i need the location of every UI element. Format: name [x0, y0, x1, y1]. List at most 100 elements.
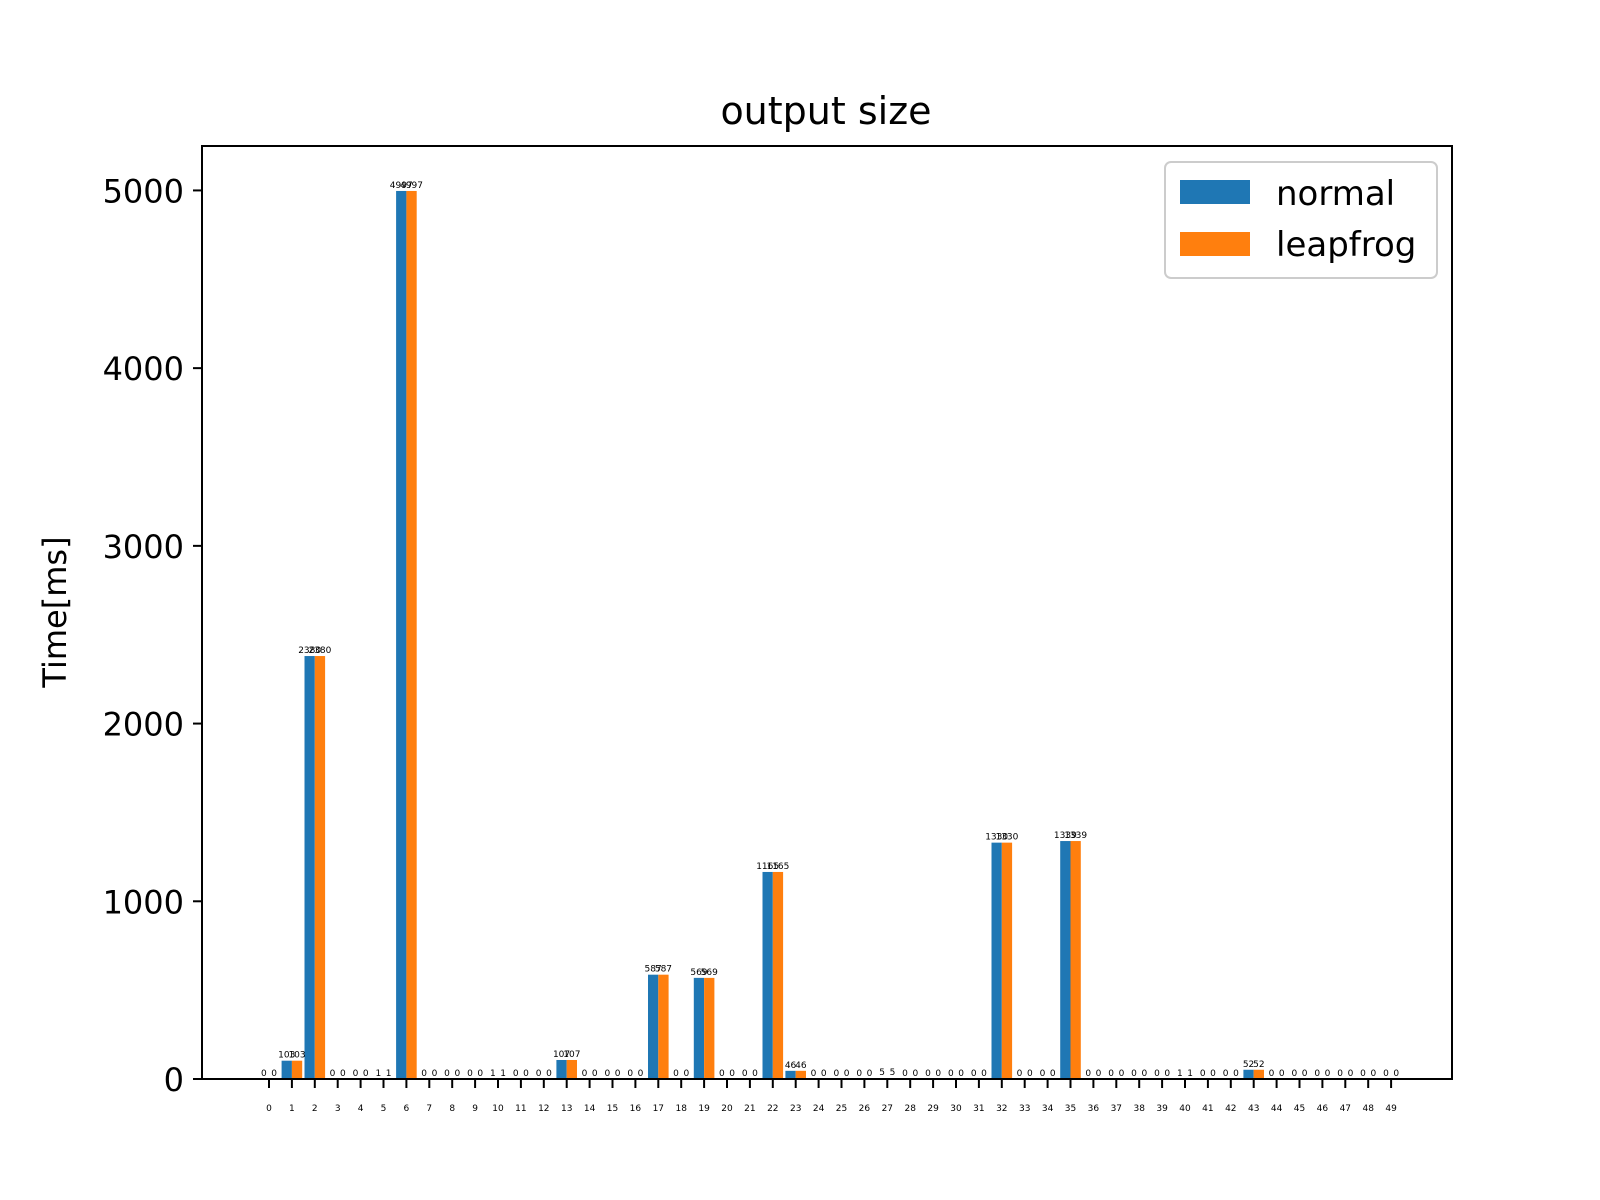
bar-value-label-normal: 5 [879, 1068, 885, 1078]
bar-value-label-normal: 0 [1360, 1069, 1366, 1079]
x-tick-label: 49 [1385, 1104, 1397, 1114]
bar-value-label-leapfrog: 1330 [995, 833, 1018, 843]
x-tick-label: 13 [561, 1104, 572, 1114]
x-tick-label: 47 [1340, 1104, 1351, 1114]
x-tick-label: 23 [790, 1104, 801, 1114]
bar-value-label-normal: 0 [833, 1069, 839, 1079]
bar-value-label-normal: 4997 [390, 181, 413, 191]
bar-value-label-normal: 0 [719, 1069, 725, 1079]
bar-leapfrog [1070, 841, 1081, 1079]
bar-value-label-normal: 0 [673, 1069, 679, 1079]
bar-value-label-leapfrog: 0 [1027, 1069, 1033, 1079]
bar-value-label-leapfrog: 0 [340, 1069, 346, 1079]
bar-value-label-normal: 1 [1177, 1069, 1183, 1079]
x-tick-label: 36 [1088, 1104, 1100, 1114]
x-tick-label: 1 [289, 1104, 295, 1114]
bar-value-label-leapfrog: 0 [1370, 1069, 1376, 1079]
x-tick-label: 18 [675, 1104, 687, 1114]
x-tick-label: 40 [1179, 1104, 1191, 1114]
bar-value-label-normal: 0 [444, 1069, 450, 1079]
x-tick-label: 8 [449, 1104, 455, 1114]
bar-value-label-leapfrog: 107 [563, 1050, 580, 1060]
x-tick-label: 46 [1317, 1104, 1329, 1114]
x-tick-label: 12 [538, 1104, 549, 1114]
bar-leapfrog [772, 871, 784, 1079]
bar-normal [1243, 1069, 1254, 1079]
bar-value-label-leapfrog: 0 [935, 1069, 941, 1079]
bar-normal [556, 1059, 567, 1079]
legend-label-normal: normal [1276, 174, 1395, 214]
bar-value-label-normal: 0 [1040, 1069, 1046, 1079]
bar-value-label-normal: 46 [785, 1061, 797, 1071]
bar-value-label-normal: 0 [1383, 1069, 1389, 1079]
bar-value-label-normal: 569 [690, 968, 707, 978]
bar-value-label-leapfrog: 0 [271, 1069, 277, 1079]
x-tick-label: 34 [1042, 1104, 1054, 1114]
x-tick-label: 14 [584, 1104, 596, 1114]
bar-value-label-normal: 52 [1243, 1060, 1254, 1070]
bar-value-label-leapfrog: 0 [1164, 1069, 1170, 1079]
bar-value-label-leapfrog: 1339 [1064, 831, 1087, 841]
x-tick-label: 26 [859, 1104, 871, 1114]
x-tick-label: 24 [813, 1104, 825, 1114]
bar-value-label-normal: 0 [811, 1069, 817, 1079]
bar-value-label-leapfrog: 0 [844, 1069, 850, 1079]
bar-value-label-normal: 0 [925, 1069, 931, 1079]
bar-value-label-leapfrog: 1165 [766, 862, 789, 872]
bar-value-label-normal: 0 [1200, 1069, 1206, 1079]
bar-value-label-normal: 0 [1154, 1069, 1160, 1079]
x-tick-label: 3 [335, 1104, 341, 1114]
bar-value-label-leapfrog: 5 [890, 1068, 896, 1078]
y-tick-label: 4000 [103, 350, 184, 388]
x-tick-label: 9 [472, 1104, 478, 1114]
bar-value-label-leapfrog: 0 [363, 1069, 369, 1079]
bar-value-label-normal: 0 [536, 1069, 542, 1079]
bar-value-label-normal: 0 [1108, 1069, 1114, 1079]
x-tick-label: 17 [653, 1104, 664, 1114]
x-tick-label: 48 [1362, 1104, 1374, 1114]
bar-value-label-leapfrog: 587 [655, 965, 672, 975]
bar-value-label-leapfrog: 2380 [308, 646, 331, 656]
bar-value-label-leapfrog: 0 [683, 1069, 689, 1079]
bar-normal [991, 842, 1002, 1079]
bar-value-label-leapfrog: 0 [454, 1069, 460, 1079]
bar-value-label-leapfrog: 0 [432, 1069, 438, 1079]
bar-value-label-leapfrog: 0 [477, 1069, 483, 1079]
bar-value-label-normal: 0 [421, 1069, 427, 1079]
bar-value-label-leapfrog: 0 [1096, 1069, 1102, 1079]
bar-value-label-leapfrog: 0 [523, 1069, 529, 1079]
y-tick-label: 1000 [103, 883, 184, 921]
bar-value-label-normal: 0 [261, 1069, 267, 1079]
bar-leapfrog [1253, 1069, 1264, 1079]
bar-normal [281, 1060, 292, 1079]
bar-normal [1060, 841, 1071, 1079]
bar-normal [396, 190, 407, 1079]
bar-value-label-leapfrog: 569 [701, 968, 718, 978]
bar-value-label-leapfrog: 0 [912, 1069, 918, 1079]
plot-frame [201, 145, 1453, 1080]
x-tick-label: 43 [1248, 1104, 1259, 1114]
x-tick-label: 22 [767, 1104, 778, 1114]
x-tick-label: 30 [950, 1104, 962, 1114]
bar-value-label-normal: 0 [582, 1069, 588, 1079]
x-tick-label: 29 [927, 1104, 939, 1114]
y-tick-label: 5000 [103, 172, 184, 210]
x-tick-label: 4 [358, 1104, 364, 1114]
x-tick-label: 28 [904, 1104, 916, 1114]
bar-value-label-leapfrog: 1 [500, 1069, 506, 1079]
x-tick-label: 37 [1111, 1104, 1122, 1114]
bar-value-label-leapfrog: 0 [867, 1069, 873, 1079]
x-tick-label: 44 [1271, 1104, 1283, 1114]
bar-value-label-normal: 0 [1223, 1069, 1229, 1079]
legend: normal leapfrog [1164, 161, 1438, 279]
bar-value-label-normal: 0 [1314, 1069, 1320, 1079]
bar-value-label-normal: 1 [490, 1069, 496, 1079]
bar-normal [304, 656, 315, 1079]
x-tick-label: 32 [996, 1104, 1007, 1114]
x-tick-label: 35 [1065, 1104, 1076, 1114]
bar-value-label-normal: 587 [645, 965, 662, 975]
bar-value-label-leapfrog: 0 [546, 1069, 552, 1079]
bar-value-label-leapfrog: 0 [729, 1069, 735, 1079]
x-tick-label: 33 [1019, 1104, 1030, 1114]
